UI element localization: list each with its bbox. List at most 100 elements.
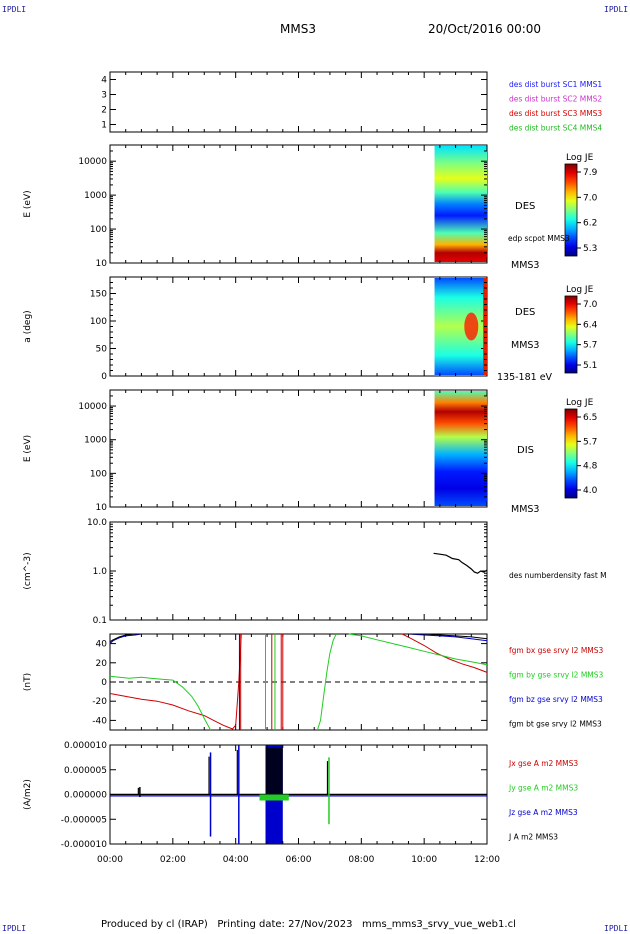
time-axis-tick-02:00: 02:00	[160, 855, 186, 865]
density-ytick-1.0: 1.0	[93, 567, 108, 577]
des-pitch-colorbar-tick-3: 5.1	[583, 361, 597, 371]
corner-label-bottom-left: IPDLI	[2, 924, 27, 933]
current-legend-2: Jz gse A m2 MMS3	[508, 808, 578, 817]
des-pitch-ytick-0: 0	[101, 372, 107, 382]
dis-energy-colorbar-title: Log JE	[566, 398, 594, 408]
des-energy-colorbar-title: Log JE	[566, 153, 594, 163]
current-ytick-0.000010: 0.000010	[64, 741, 107, 751]
des-energy-ytick-10: 10	[96, 259, 108, 269]
bfield-legend-2: fgm bz gse srvy l2 MMS3	[509, 695, 603, 704]
des-pitch-ytick-50: 50	[96, 345, 108, 355]
des-energy-spacecraft: MMS3	[511, 260, 539, 271]
current-dense-band-j	[265, 747, 283, 795]
bfield-ytick--20: -20	[92, 697, 107, 707]
current-legend-3: J A m2 MMS3	[508, 833, 558, 842]
burst-legend-1: des dist burst SC1 MMS1	[509, 80, 602, 89]
density-legend: des numberdensity fast M	[509, 571, 607, 580]
dis-energy-ytick-10: 10	[96, 503, 108, 513]
burst-ytick-4: 4	[101, 76, 107, 86]
current-ytick-0.000005: 0.000005	[64, 766, 107, 776]
bfield-series-bt-8	[408, 633, 488, 640]
bfield-series-bz-7	[408, 633, 488, 642]
density-frame	[109, 521, 488, 621]
burst-ytick-2: 2	[101, 106, 107, 116]
des-pitch-colorbar-tick-0: 7.0	[583, 300, 598, 310]
dis-energy-colorbar-tick-1: 5.7	[583, 437, 597, 447]
des-pitch-colorbar	[564, 295, 578, 374]
bfield-ytick-20: 20	[96, 659, 108, 669]
dis-energy-instrument: DIS	[517, 445, 534, 456]
dis-energy-colorbar-tick-3: 4.0	[583, 486, 598, 496]
des-energy-colorbar-tick-3: 5.3	[583, 244, 597, 254]
des-pitch-frame	[109, 276, 488, 377]
time-axis-tick-12:00: 12:00	[474, 855, 500, 865]
des-pitch-ytick-100: 100	[90, 317, 107, 327]
des-energy-colorbar-tick-2: 6.2	[583, 219, 597, 229]
current-dense-band-jy	[259, 794, 289, 801]
density-series-line	[433, 552, 488, 574]
des-energy-spectrogram	[434, 146, 487, 262]
des-pitch-ytick-150: 150	[90, 290, 107, 300]
dis-energy-colorbar-tick-0: 6.5	[583, 413, 597, 423]
dis-energy-ylabel: E (eV)	[23, 435, 33, 462]
density-ytick-0.1: 0.1	[93, 616, 107, 626]
bfield-series-by-6	[348, 633, 488, 666]
current-ytick--0.000005: -0.000005	[61, 815, 107, 825]
dis-energy-ytick-100: 100	[90, 469, 107, 479]
des-energy-colorbar-tick-1: 7.0	[583, 193, 598, 203]
bfield-series-by-1	[109, 675, 211, 731]
footer-credit: Produced by cl (IRAP) Printing date: 27/…	[101, 919, 516, 930]
burst-legend-3: des dist burst SC3 MMS3	[509, 109, 602, 118]
des-pitch-energy-range: 135-181 eV	[497, 372, 553, 383]
bfield-ylabel: (nT)	[23, 673, 33, 691]
des-energy-scpot-label: edp scpot MMS3	[508, 234, 570, 243]
burst-ytick-1: 1	[101, 121, 107, 131]
time-axis-tick-10:00: 10:00	[411, 855, 437, 865]
mission-title: MMS3	[280, 22, 316, 36]
bfield-series-bt-3	[109, 633, 148, 643]
des-energy-frame	[109, 144, 488, 264]
dis-energy-frame	[109, 389, 488, 508]
corner-label-top-right: IPDLI	[604, 5, 629, 14]
des-energy-ylabel: E (eV)	[23, 190, 33, 217]
burst-legend-2: des dist burst SC2 MMS2	[509, 95, 602, 104]
bfield-ytick-0: 0	[101, 678, 107, 688]
density-ytick-10.0: 10.0	[87, 518, 107, 528]
current-ytick--0.000010: -0.000010	[61, 840, 107, 850]
des-energy-colorbar-tick-0: 7.9	[583, 168, 598, 178]
time-axis-tick-04:00: 04:00	[223, 855, 249, 865]
bfield-legend-0: fgm bx gse srvy l2 MMS3	[509, 646, 604, 655]
plot-date: 20/Oct/2016 00:00	[428, 22, 542, 36]
bfield-ytick--40: -40	[92, 716, 107, 726]
bfield-legend-1: fgm by gse srvy l2 MMS3	[509, 671, 604, 680]
burst-legend-4: des dist burst SC4 MMS4	[509, 124, 602, 133]
time-axis-tick-00:00: 00:00	[97, 855, 123, 865]
burst-ytick-3: 3	[101, 91, 107, 101]
bfield-series-bx-0	[109, 633, 242, 730]
des-energy-ytick-100: 100	[90, 225, 107, 235]
dis-energy-spacecraft: MMS3	[511, 504, 539, 515]
des-pitch-spacecraft: MMS3	[511, 340, 539, 351]
des-pitch-colorbar-tick-2: 5.7	[583, 341, 597, 351]
time-axis-tick-06:00: 06:00	[286, 855, 312, 865]
des-energy-ytick-1000: 1000	[84, 191, 107, 201]
current-legend-0: Jx gse A m2 MMS3	[508, 759, 578, 768]
current-ytick-0.000000: 0.000000	[64, 791, 107, 801]
dis-energy-colorbar	[564, 408, 578, 499]
des-pitch-ylabel: a (deg)	[23, 310, 33, 342]
des-pitch-colorbar-tick-1: 6.4	[583, 320, 598, 330]
des-pitch-spectrogram	[434, 278, 487, 375]
des-energy-colorbar	[564, 163, 578, 257]
dis-energy-spectrogram	[434, 391, 487, 506]
des-pitch-hotspot	[464, 312, 479, 341]
bfield-series-by-4	[316, 633, 337, 731]
current-ylabel: (A/m2)	[23, 779, 33, 810]
density-ylabel: (cm^-3)	[23, 552, 33, 589]
des-energy-ytick-10000: 10000	[78, 157, 107, 167]
bfield-legend-3: fgm bt gse srvy l2 MMS3	[509, 720, 602, 729]
dis-energy-ytick-1000: 1000	[84, 436, 107, 446]
corner-label-bottom-right: IPDLI	[604, 924, 629, 933]
dis-energy-ytick-10000: 10000	[78, 402, 107, 412]
corner-label-top-left: IPDLI	[2, 5, 27, 14]
current-legend-1: Jy gse A m2 MMS3	[508, 784, 578, 793]
